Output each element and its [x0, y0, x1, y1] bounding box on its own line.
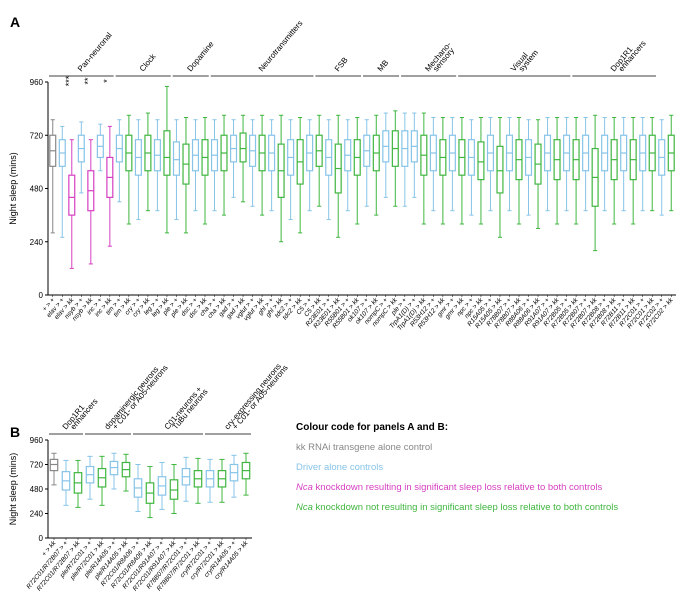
panel-a-group-label: MB: [376, 58, 391, 73]
panel-b-group-label: cry-expressing neurons: [223, 362, 283, 431]
panel-a-box: [240, 133, 246, 162]
panel-b-ytick-label: 720: [30, 461, 44, 470]
panel-a-ytick-label: 720: [30, 131, 44, 140]
legend-item: Driver alone controls: [296, 462, 383, 473]
panel-a-group-label: FSB: [333, 56, 350, 74]
legend-title: Colour code for panels A and B:: [296, 422, 448, 433]
panel-a-ytick-label: 240: [30, 238, 44, 247]
panel-a-ytick-label: 480: [30, 185, 44, 194]
panel-b-label: B: [10, 424, 20, 440]
panel-b-ytick-label: 480: [30, 485, 44, 494]
panel-a-box: [164, 131, 170, 175]
panel-b-group-label: dopaminergic neurons: [103, 365, 161, 431]
panel-a-sig: *: [102, 79, 112, 83]
panel-b-y-label: Night sleep (mins): [8, 453, 18, 526]
panel-b-ytick-label: 0: [39, 534, 44, 543]
panel-b-group-label: + C01- or A05-neurons: [231, 363, 290, 431]
panel-a-group-label: Pan-neuronal: [76, 31, 114, 74]
panel-a-box: [174, 142, 180, 175]
panel-a-group-label: Clock: [138, 51, 158, 73]
panel-a-group-label: Neurotransmitters: [257, 19, 305, 73]
panel-a-sig: **: [83, 77, 93, 85]
panel-a-y-label: Night sleep (mins): [8, 152, 18, 225]
panel-a-label: A: [10, 14, 20, 30]
panel-a-ytick-label: 960: [30, 78, 44, 87]
panel-a-sig: ***: [64, 75, 74, 86]
panel-b-group-label: + C01- or A05-neurons: [111, 363, 170, 431]
legend-item: Nca knockdown not resulting in significa…: [296, 502, 618, 513]
panel-a-box: [478, 142, 484, 180]
panel-a-group-label: Dopamine: [185, 39, 216, 73]
legend-item: kk RNAi transgene alone control: [296, 442, 432, 453]
panel-a-box: [497, 146, 503, 193]
panel-a-box: [69, 175, 75, 215]
panel-b-ytick-label: 960: [30, 436, 44, 445]
panel-a-ytick-label: 0: [39, 291, 44, 300]
panel-b-ytick-label: 240: [30, 510, 44, 519]
legend-item: Nca knockdown resulting in significant s…: [296, 482, 603, 493]
